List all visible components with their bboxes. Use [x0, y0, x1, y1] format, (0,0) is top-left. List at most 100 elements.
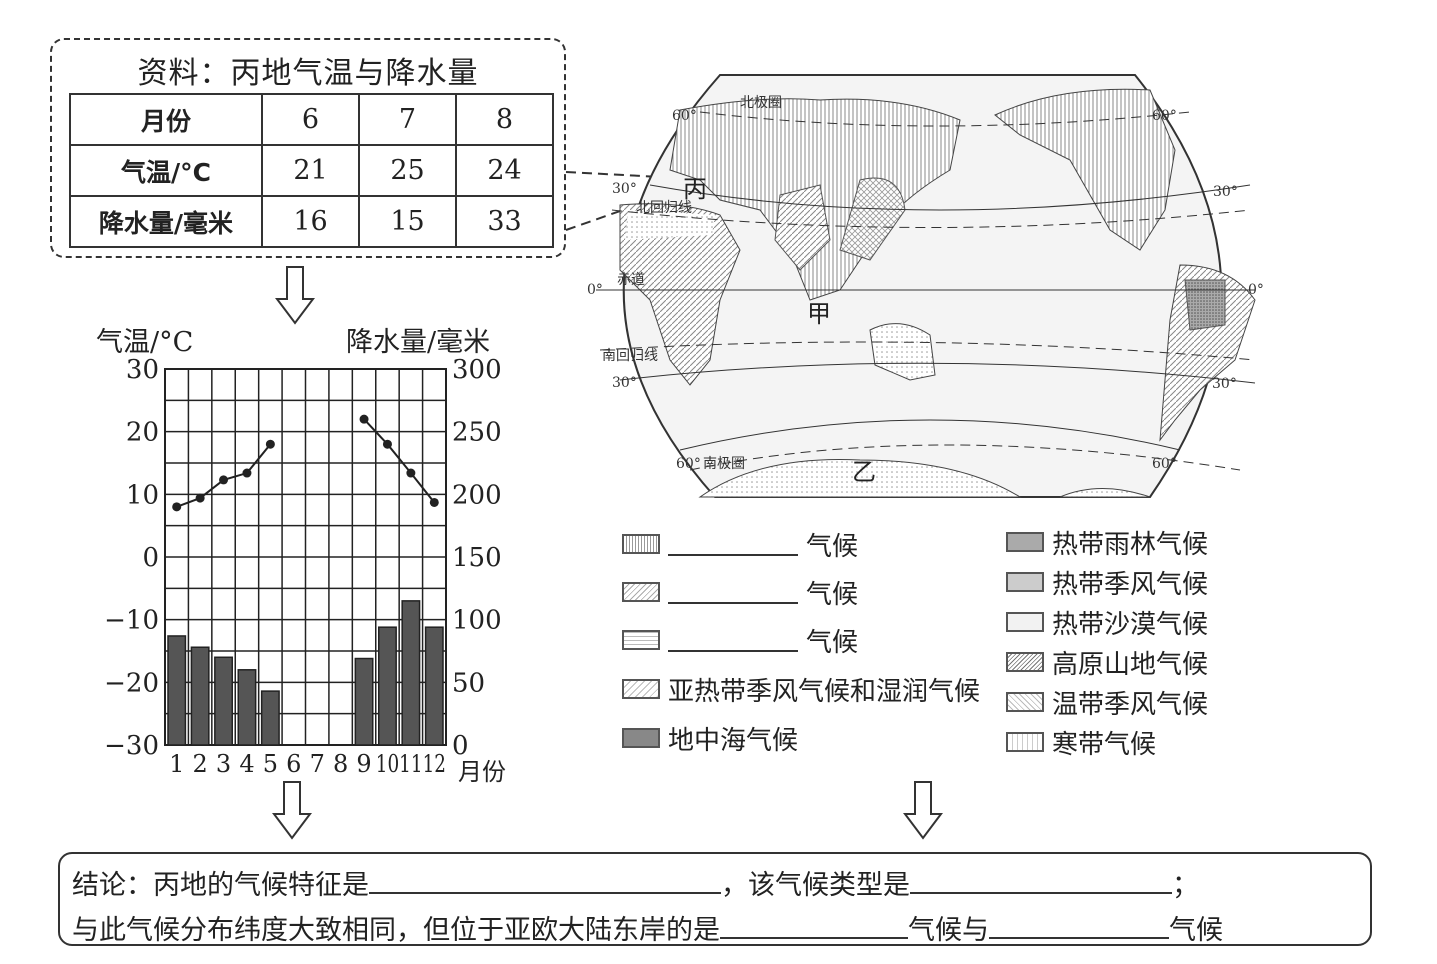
conclusion-text: ，该气候类型是	[721, 870, 910, 901]
lat-label: 60°	[1152, 108, 1177, 124]
y-left-tick-label: 30	[126, 355, 159, 385]
amazon	[1184, 279, 1226, 331]
legend-swatch	[622, 728, 660, 748]
answer-blank-climate-features[interactable]	[369, 862, 721, 894]
table-row: 月份 6 7 8	[69, 93, 554, 146]
answer-blank[interactable]	[668, 580, 798, 604]
precip-bar	[214, 656, 233, 746]
climate-table: 月份 6 7 8 气温/°C 21 25 24 降水量/毫米 16 15 33	[69, 93, 554, 248]
legend-label: 热带雨林气候	[1052, 529, 1209, 560]
legend-item: 热带雨林气候	[1006, 524, 1208, 560]
temperature-point	[242, 468, 252, 478]
table-header: 6	[261, 93, 360, 146]
legend-item: 气候	[622, 574, 858, 610]
legend-label: 气候	[806, 579, 859, 610]
table-header: 8	[455, 93, 554, 146]
temperature-point	[382, 439, 392, 449]
legend-swatch	[1006, 532, 1044, 552]
data-box: 资料：丙地气温与降水量 月份 6 7 8 气温/°C 21 25 24 降水量/…	[50, 38, 566, 258]
place-jia-label: 甲	[807, 300, 831, 328]
legend-item: 气候	[622, 622, 858, 658]
antarctica	[698, 459, 1022, 498]
table-row: 气温/°C 21 25 24	[69, 144, 554, 197]
legend-item: 温带季风气候	[1006, 684, 1208, 720]
arctic-circle-line	[699, 111, 1191, 127]
row-label: 降水量/毫米	[69, 195, 263, 248]
table-cell: 15	[358, 195, 457, 248]
lat-label: 30°	[1213, 184, 1238, 200]
legend-label: 热带季风气候	[1052, 569, 1209, 600]
legend-label: 地中海气候	[668, 725, 799, 756]
y-left-tick-label: 20	[126, 418, 159, 448]
conclusion-line-1: 结论：丙地的气候特征是 ，该气候类型是 ；	[72, 862, 1358, 907]
answer-blank-east-coast-1[interactable]	[720, 907, 908, 939]
legend-swatch	[1006, 572, 1044, 592]
precip-bar	[260, 690, 280, 746]
lat-label: 30°	[612, 375, 637, 391]
conclusion-text: 结论：丙地的气候特征是	[72, 870, 369, 901]
place-yi-label: 乙	[852, 458, 876, 486]
down-arrow-icon	[272, 781, 312, 840]
lat-label: 60°	[1152, 456, 1177, 472]
y-right-tick-label: 300	[452, 355, 502, 385]
place-bing-label: 丙	[683, 175, 707, 203]
y-right-tick-label: 250	[452, 418, 502, 448]
tropic-cancer-line	[611, 209, 1251, 228]
x-tick-label: 3	[216, 750, 231, 778]
temperature-point	[195, 493, 205, 503]
legend-label: 热带沙漠气候	[1052, 609, 1209, 640]
temperature-point	[359, 414, 369, 424]
australia	[869, 323, 936, 381]
data-box-title: 资料：丙地气温与降水量	[137, 56, 479, 91]
x-tick-label: 10	[376, 750, 399, 778]
y-left-tick-label: 0	[142, 543, 159, 573]
legend-swatch	[1006, 652, 1044, 672]
answer-blank-climate-type[interactable]	[910, 862, 1172, 894]
answer-blank[interactable]	[668, 628, 798, 652]
east-asia	[839, 177, 906, 261]
conclusion-text: 气候	[1169, 915, 1223, 946]
legend-item: 寒带气候	[1006, 724, 1156, 760]
temperature-line	[363, 418, 436, 504]
y-left-tick-label: −20	[104, 668, 159, 698]
legend-item: 气候	[622, 526, 858, 562]
table-cell: 33	[455, 195, 554, 248]
tropic-capricorn-label: 南回归线	[602, 347, 658, 364]
legend-swatch	[1006, 732, 1044, 752]
lat-label: 60°	[676, 456, 701, 472]
north-america	[994, 88, 1176, 251]
y-left-axis-label: 气温/°C	[96, 327, 194, 358]
lat-label: 0°	[587, 282, 603, 298]
conclusion-text: 气候与	[908, 915, 989, 946]
answer-blank-east-coast-2[interactable]	[989, 907, 1169, 939]
y-right-tick-label: 200	[452, 480, 502, 510]
conclusion-line-2: 与此气候分布纬度大致相同，但位于亚欧大陆东岸的是 气候与 气候	[72, 907, 1358, 952]
legend-item: 地中海气候	[622, 720, 798, 756]
legend-item: 高原山地气候	[1006, 644, 1208, 680]
arctic-circle-label: 北极圈	[740, 95, 782, 111]
lat-label: 0°	[1248, 282, 1264, 298]
answer-blank[interactable]	[668, 532, 798, 556]
y-right-tick-label: 50	[452, 668, 485, 698]
equator-label: 赤道	[617, 272, 645, 288]
temperature-point	[265, 439, 275, 449]
y-left-tick-label: −30	[104, 731, 159, 761]
precip-bar	[354, 657, 374, 746]
table-row: 降水量/毫米 16 15 33	[69, 195, 554, 248]
precip-bar	[167, 635, 187, 746]
precip-bar	[190, 646, 210, 746]
tropic-cancer-label: 北回归线	[636, 199, 692, 216]
legend-swatch	[1006, 692, 1044, 712]
temperature-point	[219, 475, 229, 485]
x-tick-label: 6	[286, 750, 301, 778]
table-cell: 25	[358, 144, 457, 197]
legend-label: 温带季风气候	[1052, 689, 1209, 720]
legend-swatch	[622, 582, 660, 602]
legend-item: 亚热带季风气候和湿润气候	[622, 671, 980, 707]
table-cell: 21	[261, 144, 360, 197]
lat-30s-line	[619, 362, 1256, 384]
antarctic-circle-line	[689, 444, 1241, 471]
conclusion-text: 与此气候分布纬度大致相同，但位于亚欧大陆东岸的是	[72, 915, 720, 946]
legend-swatch	[622, 534, 660, 554]
